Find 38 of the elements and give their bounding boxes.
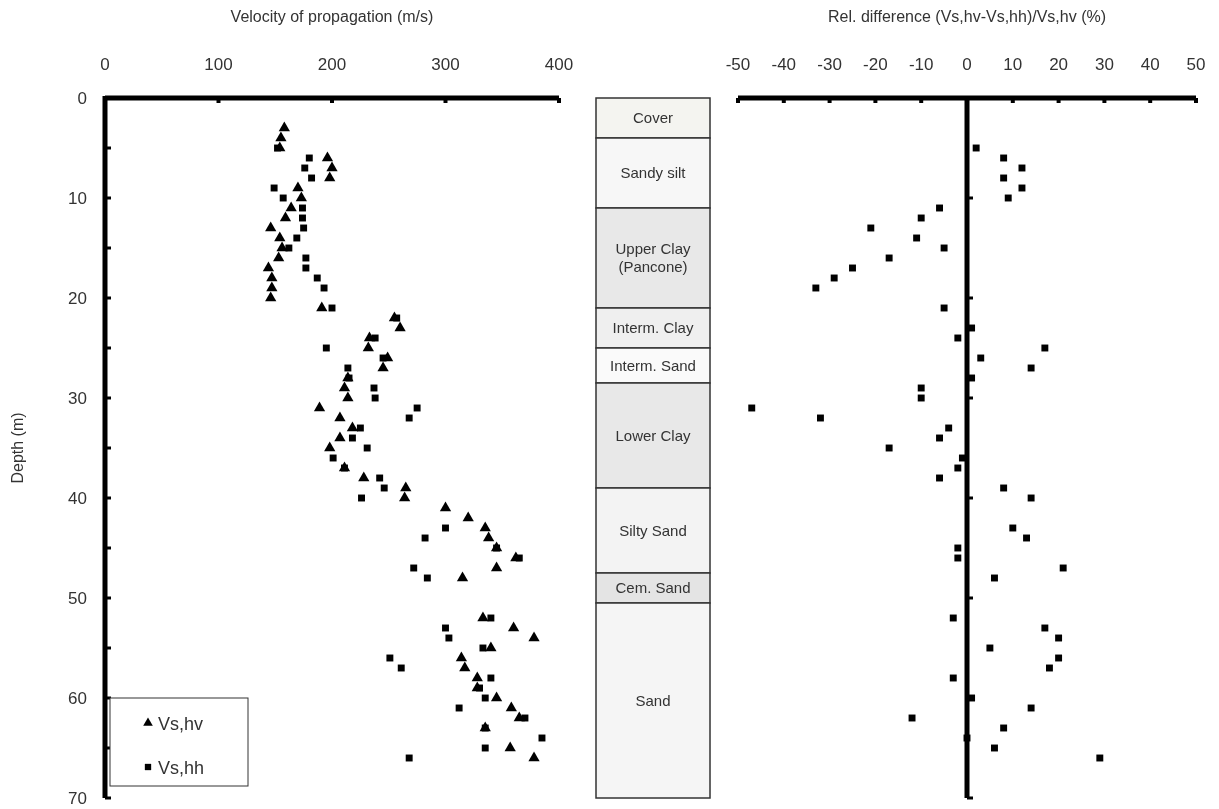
- y-tick-label: 70: [68, 789, 87, 808]
- series-label: Cover: [632, 109, 674, 126]
- x-tick-label: 400: [544, 55, 574, 74]
- y-axis-title: Depth (m): [9, 412, 26, 484]
- series-label: Sand: [635, 691, 671, 709]
- legend-label: Vs,hh: [158, 758, 205, 778]
- x-tick-label: -10: [908, 55, 934, 74]
- x-tick-label: 0: [100, 55, 110, 74]
- x-tick-label: 100: [204, 55, 233, 74]
- series-label: Silty Sand: [619, 521, 687, 539]
- x-tick-label: 40: [1140, 55, 1160, 74]
- series-label: Cem. Sand: [615, 579, 691, 596]
- y-tick-label: 60: [68, 689, 87, 708]
- legend-label: Vs,hv: [158, 714, 204, 734]
- series-label: Upper Clay (Pancone): [615, 240, 692, 275]
- y-tick-label: 30: [68, 389, 87, 408]
- x-axis-title: Rel. difference (Vs,hv-Vs,hh)/Vs,hv (%): [827, 8, 1107, 25]
- x-tick-label: 200: [317, 55, 347, 74]
- y-tick-label: 0: [77, 89, 87, 108]
- x-tick-label: 30: [1094, 55, 1114, 74]
- x-axis-title: Velocity of propagation (m/s): [230, 8, 434, 25]
- x-tick-label: 50: [1186, 55, 1206, 74]
- x-tick-label: 300: [431, 55, 460, 74]
- x-tick-label: 20: [1049, 55, 1069, 74]
- series-label: Interm. Sand: [610, 356, 696, 374]
- y-tick-label: 40: [68, 489, 87, 508]
- x-tick-label: -20: [863, 55, 888, 74]
- series-label: Lower Clay: [615, 426, 692, 444]
- y-tick-label: 50: [68, 589, 87, 608]
- x-tick-label: 10: [1003, 55, 1023, 74]
- y-tick-label: 10: [68, 189, 87, 208]
- x-tick-label: -30: [817, 55, 842, 74]
- y-tick-label: 20: [68, 289, 87, 308]
- x-tick-label: 0: [962, 55, 972, 74]
- x-tick-label: -50: [725, 55, 751, 74]
- series-label: Sandy silt: [620, 164, 687, 181]
- x-tick-label: -40: [771, 55, 797, 74]
- series-label: Interm. Clay: [612, 319, 694, 336]
